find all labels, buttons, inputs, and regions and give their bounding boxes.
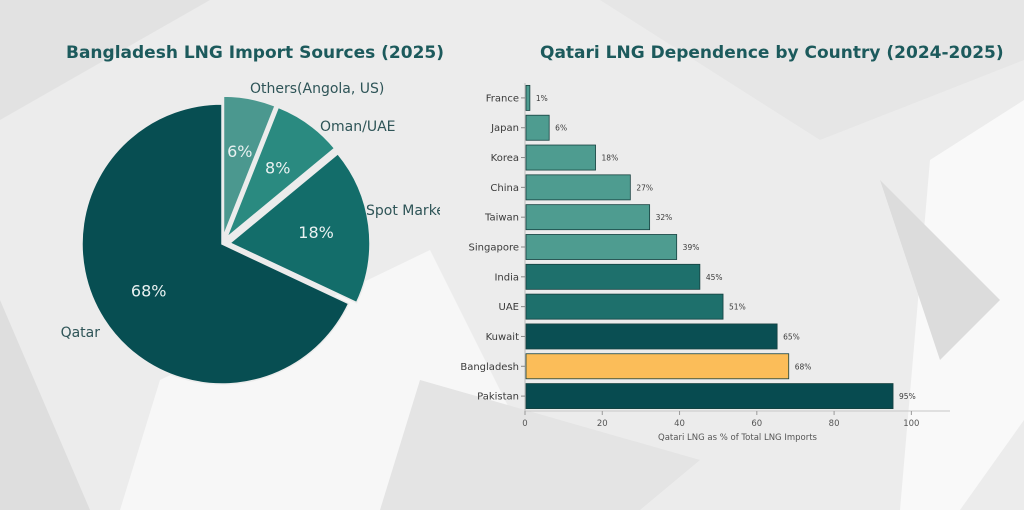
category-label-india: India — [494, 272, 519, 283]
pie-name-label-others-angola-us: Others(Angola, US) — [250, 81, 384, 97]
pie-slice-others-angola-us — [222, 95, 277, 237]
category-label-bangladesh: Bangladesh — [460, 362, 519, 373]
bar-chart-title: Qatari LNG Dependence by Country (2024-2… — [540, 43, 1004, 63]
category-label-uae: UAE — [499, 302, 519, 313]
value-label-china: 27% — [636, 183, 653, 192]
bar-france — [525, 84, 531, 111]
pie-name-label-qatar: Qatar — [61, 325, 101, 341]
value-label-bangladesh: 68% — [795, 362, 812, 371]
value-label-japan: 6% — [555, 124, 567, 133]
x-tick-label-0: 0 — [522, 419, 527, 429]
x-tick-label-60: 60 — [751, 419, 762, 429]
pie-value-label-others-angola-us: 6% — [227, 142, 252, 161]
pie-value-label-qatar: 68% — [131, 282, 167, 301]
value-label-pakistan: 95% — [899, 392, 916, 401]
value-label-singapore: 39% — [683, 243, 700, 252]
value-label-india: 45% — [706, 273, 723, 282]
x-axis-title: Qatari LNG as % of Total LNG Imports — [658, 433, 818, 443]
bar-korea — [525, 144, 596, 171]
pie-value-label-oman-uae: 8% — [265, 158, 290, 177]
value-label-taiwan: 32% — [656, 213, 673, 222]
x-tick-label-100: 100 — [903, 419, 919, 429]
category-label-singapore: Singapore — [469, 243, 519, 254]
bar-taiwan — [525, 204, 651, 231]
pie-name-label-spot-markets: Spot Markets — [366, 203, 440, 219]
category-label-kuwait: Kuwait — [486, 332, 519, 343]
category-label-pakistan: Pakistan — [477, 392, 519, 403]
bar-bangladesh — [525, 353, 790, 380]
bar-india — [525, 263, 701, 290]
value-label-uae: 51% — [729, 303, 746, 312]
bar-chart: France 1% Japan 6% Korea 18% China 27% Taiwan 32%… — [460, 83, 950, 443]
category-label-korea: Korea — [491, 153, 519, 164]
bar-singapore — [525, 234, 678, 260]
pie-name-label-oman-uae: Oman/UAE — [320, 119, 396, 135]
x-tick-label-40: 40 — [674, 419, 685, 429]
bar-japan — [525, 114, 550, 141]
pie-slice-oman-uae — [226, 106, 336, 239]
category-label-france: France — [486, 93, 519, 104]
bar-pakistan — [525, 383, 894, 410]
category-label-china: China — [490, 183, 519, 194]
bar-uae — [525, 293, 724, 320]
pie-slice-spot-markets — [228, 152, 371, 304]
x-tick-label-20: 20 — [597, 419, 608, 429]
bar-china — [525, 174, 631, 201]
pie-chart: 6% Others(Angola, US) 8% Oman/UAE 18% Spot Ma… — [61, 81, 440, 385]
pie-slice-qatar — [81, 103, 350, 385]
x-tick-label-80: 80 — [829, 419, 840, 429]
pie-chart-title: Bangladesh LNG Import Sources (2025) — [66, 43, 444, 63]
value-label-kuwait: 65% — [783, 332, 800, 341]
bar-kuwait — [525, 323, 778, 350]
category-label-taiwan: Taiwan — [484, 213, 519, 224]
value-label-korea: 18% — [602, 154, 619, 163]
category-label-japan: Japan — [490, 123, 519, 134]
pie-value-label-spot-markets: 18% — [298, 223, 334, 242]
value-label-france: 1% — [536, 94, 548, 103]
